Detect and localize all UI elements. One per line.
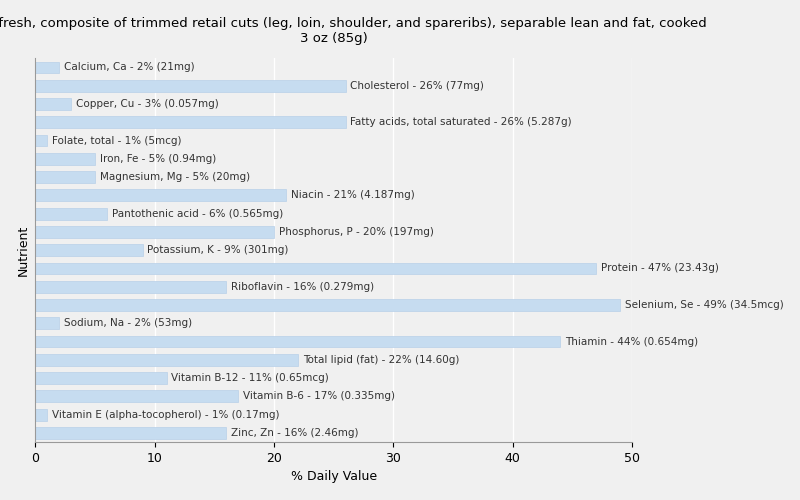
Bar [35, 116, 346, 128]
Bar [35, 134, 47, 146]
Text: Zinc, Zn - 16% (2.46mg): Zinc, Zn - 16% (2.46mg) [231, 428, 358, 438]
Bar [35, 372, 166, 384]
Bar [35, 427, 226, 439]
Bar [35, 190, 286, 202]
Bar [35, 98, 71, 110]
Title: Pork, fresh, composite of trimmed retail cuts (leg, loin, shoulder, and sparerib: Pork, fresh, composite of trimmed retail… [0, 16, 706, 44]
Text: Vitamin E (alpha-tocopherol) - 1% (0.17mg): Vitamin E (alpha-tocopherol) - 1% (0.17m… [52, 410, 279, 420]
Text: Protein - 47% (23.43g): Protein - 47% (23.43g) [601, 264, 719, 274]
Text: Thiamin - 44% (0.654mg): Thiamin - 44% (0.654mg) [565, 336, 698, 346]
Bar [35, 318, 59, 329]
Bar [35, 244, 142, 256]
Text: Vitamin B-12 - 11% (0.65mcg): Vitamin B-12 - 11% (0.65mcg) [171, 373, 329, 383]
Bar [35, 62, 59, 74]
Bar [35, 226, 274, 238]
Bar [35, 299, 620, 311]
Text: Total lipid (fat) - 22% (14.60g): Total lipid (fat) - 22% (14.60g) [302, 355, 459, 365]
Text: Selenium, Se - 49% (34.5mcg): Selenium, Se - 49% (34.5mcg) [625, 300, 784, 310]
Bar [35, 281, 226, 292]
Bar [35, 153, 95, 165]
Bar [35, 408, 47, 420]
Bar [35, 354, 298, 366]
Text: Riboflavin - 16% (0.279mg): Riboflavin - 16% (0.279mg) [231, 282, 374, 292]
Text: Folate, total - 1% (5mcg): Folate, total - 1% (5mcg) [52, 136, 182, 145]
Bar [35, 336, 561, 347]
Text: Cholesterol - 26% (77mg): Cholesterol - 26% (77mg) [350, 80, 484, 90]
Bar [35, 171, 95, 183]
Text: Fatty acids, total saturated - 26% (5.287g): Fatty acids, total saturated - 26% (5.28… [350, 118, 572, 128]
Text: Sodium, Na - 2% (53mg): Sodium, Na - 2% (53mg) [64, 318, 192, 328]
X-axis label: % Daily Value: % Daily Value [290, 470, 377, 484]
Text: Magnesium, Mg - 5% (20mg): Magnesium, Mg - 5% (20mg) [100, 172, 250, 182]
Text: Calcium, Ca - 2% (21mg): Calcium, Ca - 2% (21mg) [64, 62, 194, 72]
Text: Potassium, K - 9% (301mg): Potassium, K - 9% (301mg) [147, 245, 289, 255]
Bar [35, 390, 238, 402]
Text: Pantothenic acid - 6% (0.565mg): Pantothenic acid - 6% (0.565mg) [112, 208, 283, 218]
Bar [35, 80, 346, 92]
Text: Iron, Fe - 5% (0.94mg): Iron, Fe - 5% (0.94mg) [100, 154, 216, 164]
Bar [35, 208, 107, 220]
Y-axis label: Nutrient: Nutrient [17, 224, 30, 276]
Text: Niacin - 21% (4.187mg): Niacin - 21% (4.187mg) [290, 190, 414, 200]
Text: Copper, Cu - 3% (0.057mg): Copper, Cu - 3% (0.057mg) [76, 99, 218, 109]
Text: Vitamin B-6 - 17% (0.335mg): Vitamin B-6 - 17% (0.335mg) [243, 392, 395, 402]
Text: Phosphorus, P - 20% (197mg): Phosphorus, P - 20% (197mg) [278, 227, 434, 237]
Bar [35, 262, 596, 274]
